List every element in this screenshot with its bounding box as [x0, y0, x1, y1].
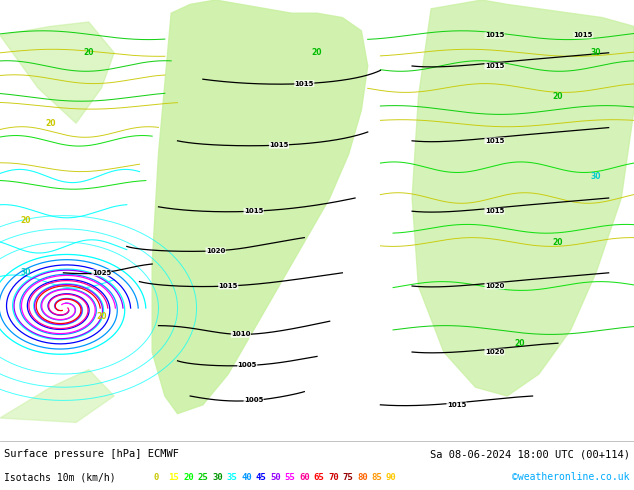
Text: 20: 20 — [46, 119, 56, 128]
Text: 90: 90 — [386, 472, 397, 482]
Text: 30: 30 — [591, 172, 601, 180]
Text: 1005: 1005 — [244, 397, 263, 403]
Text: Surface pressure [hPa] ECMWF: Surface pressure [hPa] ECMWF — [4, 449, 179, 459]
Text: 1015: 1015 — [269, 142, 288, 148]
Text: 50: 50 — [270, 472, 281, 482]
Polygon shape — [0, 369, 114, 422]
Text: 20: 20 — [84, 49, 94, 57]
Text: 1005: 1005 — [238, 362, 257, 368]
Text: 1020: 1020 — [485, 283, 504, 289]
Text: 1015: 1015 — [485, 208, 504, 214]
Text: 1015: 1015 — [574, 32, 593, 38]
Text: ©weatheronline.co.uk: ©weatheronline.co.uk — [512, 472, 630, 482]
Text: 1015: 1015 — [485, 138, 504, 144]
Text: 85: 85 — [372, 472, 382, 482]
Text: Sa 08-06-2024 18:00 UTC (00+114): Sa 08-06-2024 18:00 UTC (00+114) — [430, 449, 630, 459]
Polygon shape — [152, 0, 368, 414]
Text: 80: 80 — [357, 472, 368, 482]
Text: 30: 30 — [591, 49, 601, 57]
Text: 1015: 1015 — [219, 283, 238, 289]
Text: Isotachs 10m (km/h): Isotachs 10m (km/h) — [4, 472, 115, 482]
Text: 20: 20 — [183, 472, 194, 482]
Text: 55: 55 — [285, 472, 295, 482]
Text: 30: 30 — [212, 472, 223, 482]
Text: 25: 25 — [198, 472, 208, 482]
Text: 45: 45 — [256, 472, 266, 482]
Text: 1020: 1020 — [206, 248, 225, 254]
Text: 20: 20 — [96, 312, 107, 321]
Text: 1015: 1015 — [485, 63, 504, 69]
Text: 1015: 1015 — [295, 80, 314, 87]
Text: 40: 40 — [241, 472, 252, 482]
Text: 20: 20 — [553, 92, 563, 101]
Text: 75: 75 — [342, 472, 353, 482]
Text: 70: 70 — [328, 472, 339, 482]
Text: 20: 20 — [312, 49, 322, 57]
Text: 65: 65 — [313, 472, 324, 482]
Text: 1015: 1015 — [447, 402, 466, 408]
Polygon shape — [412, 0, 634, 396]
Text: 1015: 1015 — [485, 32, 504, 38]
Text: 20: 20 — [20, 216, 30, 224]
Text: 15: 15 — [169, 472, 179, 482]
Text: 1015: 1015 — [244, 208, 263, 214]
Text: 20: 20 — [553, 238, 563, 246]
Text: 0: 0 — [154, 472, 159, 482]
Text: 60: 60 — [299, 472, 310, 482]
Polygon shape — [0, 22, 114, 123]
Text: 35: 35 — [226, 472, 237, 482]
Text: 1010: 1010 — [231, 331, 250, 338]
Text: 1025: 1025 — [92, 270, 111, 276]
Text: 30: 30 — [20, 269, 30, 277]
Text: 20: 20 — [515, 339, 525, 348]
Text: 1020: 1020 — [485, 349, 504, 355]
